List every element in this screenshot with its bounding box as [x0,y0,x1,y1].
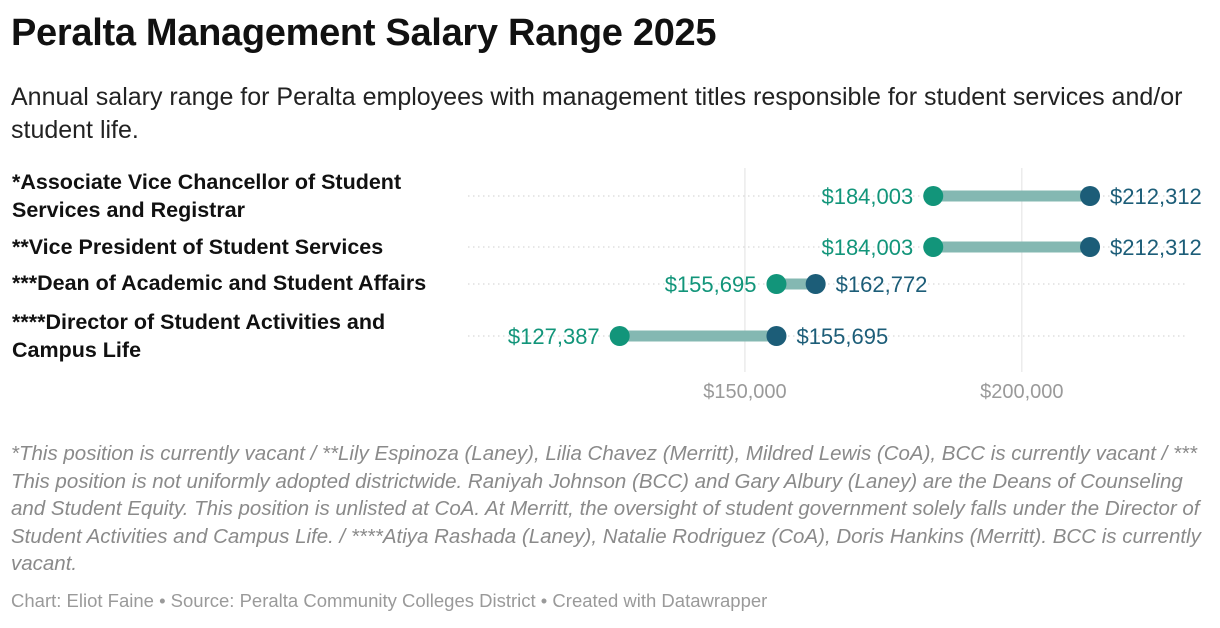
low-value-dot [923,237,944,257]
row-label-dean: ***Dean of Academic and Student Affairs [12,271,427,295]
row-label-vp: **Vice President of Student Services [12,235,384,259]
row-label-director: ****Director of Student Activities and C… [12,310,386,362]
chart-title: Peralta Management Salary Range 2025 [11,12,717,54]
high-value-dot [805,274,826,294]
footnotes: *This position is currently vacant / **L… [11,442,1201,575]
low-value-dot [923,186,944,206]
high-value-label: $212,312 [1110,235,1202,260]
low-value-label: $155,695 [665,272,757,297]
high-value-dot [1080,237,1101,257]
low-value-label: $127,387 [508,324,600,349]
low-value-label: $184,003 [821,184,913,209]
low-value-label: $184,003 [821,235,913,260]
high-value-label: $162,772 [836,272,928,297]
x-tick-label: $200,000 [980,381,1063,403]
low-value-dot [609,326,630,346]
high-value-label: $212,312 [1110,184,1202,209]
row-label-avc: *Associate Vice Chancellor of Student Se… [12,170,402,222]
x-tick-label: $150,000 [703,381,786,403]
low-value-dot [766,274,787,294]
high-value-dot [1080,186,1101,206]
high-value-dot [766,326,787,346]
chart-subtitle: Annual salary range for Peralta employee… [11,83,1183,144]
high-value-label: $155,695 [796,324,888,349]
credits-line: Chart: Eliot Faine • Source: Peralta Com… [11,590,768,611]
